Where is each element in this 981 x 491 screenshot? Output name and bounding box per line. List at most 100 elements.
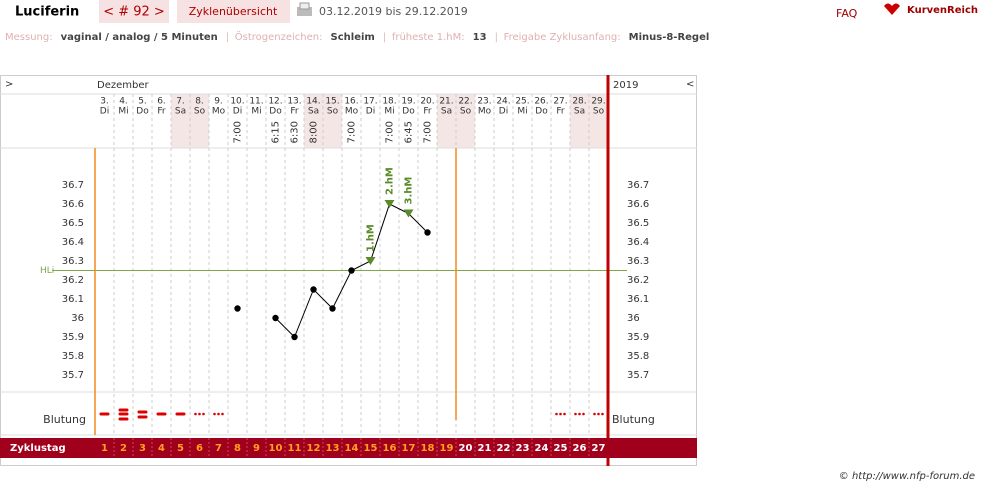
bleeding-dash	[156, 412, 167, 416]
spotting-dot	[559, 412, 562, 416]
info-value: 13	[473, 32, 487, 43]
day-label: 24.	[496, 97, 510, 107]
cycle-day: 6	[196, 443, 203, 454]
day-label: 20.	[420, 97, 434, 107]
day-label: 27.	[553, 97, 567, 107]
weekday-label: Do	[269, 107, 282, 117]
weekday-label: So	[194, 107, 206, 117]
cycle-day: 10	[269, 443, 283, 454]
printer-body[interactable]	[297, 7, 312, 16]
weekend-shade	[456, 94, 475, 148]
logo[interactable]: KurvenReich	[907, 5, 978, 16]
y2-tick-label: 36.6	[627, 199, 649, 210]
weekday-label: Fr	[157, 107, 166, 117]
weekday-label: Do	[535, 107, 548, 117]
temperature-point	[291, 333, 298, 341]
high-marker	[365, 257, 376, 265]
y2-tick-label: 36	[627, 313, 640, 324]
info-label: Freigabe Zyklusanfang:	[504, 32, 621, 43]
day-label: 11.	[249, 97, 263, 107]
cycle-nav[interactable]: < # 92 >	[103, 5, 165, 20]
weekday-label: Sa	[308, 107, 319, 117]
info-value: vaginal / analog / 5 Minuten	[61, 32, 218, 43]
temperature-point	[272, 314, 279, 322]
day-label: 18.	[382, 97, 396, 107]
info-label: Messung:	[5, 32, 53, 43]
cycle-day: 23	[516, 443, 530, 454]
high-label: 2.hM	[385, 167, 396, 195]
day-label: 3.	[100, 97, 109, 107]
weekday-label: Mi	[118, 107, 128, 117]
time-label: 7:00	[233, 121, 244, 143]
temperature-point	[348, 267, 355, 274]
day-label: 7.	[176, 97, 185, 107]
bleeding-dash	[118, 417, 129, 421]
cycle-day: 4	[158, 443, 165, 454]
print-icon[interactable]	[297, 2, 312, 16]
cycle-box[interactable]	[99, 0, 169, 23]
y2-tick-label: 36.1	[627, 294, 649, 305]
y2-tick-label: 35.9	[627, 332, 649, 343]
year-label: 2019	[613, 80, 638, 91]
user-name: Luciferin	[15, 5, 79, 20]
y-tick-label: 36.3	[62, 256, 84, 267]
info-value: Schleim	[331, 32, 375, 43]
weekday-label: Di	[100, 107, 109, 117]
cycle-day: 9	[253, 443, 260, 454]
y-tick-label: 36.7	[62, 180, 84, 191]
bleeding-dash	[118, 408, 129, 412]
chart: > <Dezember 20193.Di4.Mi5.Do6.Fr7.Sa8.So9.…	[0, 75, 697, 466]
info-value: Minus-8-Regel	[629, 32, 710, 43]
day-label: 28.	[572, 97, 586, 107]
overview-link[interactable]: Zyklenübersicht	[189, 5, 278, 18]
day-label: 29.	[591, 97, 605, 107]
bleeding-dash	[175, 412, 186, 416]
cycle-day: 11	[288, 443, 302, 454]
spotting-dot	[221, 412, 224, 416]
spotting-dot	[194, 412, 197, 416]
overview-box[interactable]	[177, 0, 290, 23]
weekend-shade	[304, 94, 323, 148]
time-label: 8:00	[309, 121, 320, 143]
weekday-label: So	[593, 107, 605, 117]
copyright: © http://www.nfp-forum.de	[839, 471, 975, 482]
day-label: 14.	[306, 97, 320, 107]
y2-tick-label: 36.3	[627, 256, 649, 267]
bleeding-dash	[118, 412, 129, 416]
cycle-day: 1	[101, 443, 108, 454]
spotting-dot	[555, 412, 558, 416]
time-label: 7:00	[385, 121, 396, 143]
y2-tick-label: 36.5	[627, 218, 649, 229]
weekday-label: Sa	[175, 107, 186, 117]
y-tick-label: 36	[71, 313, 84, 324]
day-label: 16.	[344, 97, 358, 107]
cycle-day: 3	[139, 443, 146, 454]
weekday-label: Mi	[251, 107, 261, 117]
weekday-label: Sa	[441, 107, 452, 117]
separator: |	[383, 32, 386, 43]
spotting-dot	[574, 412, 577, 416]
cycle-day: 25	[554, 443, 568, 454]
y-tick-label: 35.9	[62, 332, 84, 343]
weekday-label: Do	[402, 107, 415, 117]
cycle-day: 20	[459, 443, 473, 454]
printer-paper[interactable]	[299, 2, 310, 10]
separator: |	[226, 32, 229, 43]
cycle-day: 22	[497, 443, 511, 454]
month-label: Dezember	[97, 80, 149, 91]
day-label: 13.	[287, 97, 301, 107]
day-label: 25.	[515, 97, 529, 107]
high-label: 3.hM	[404, 177, 415, 205]
cycle-day: 17	[402, 443, 416, 454]
spotting-dot	[593, 412, 596, 416]
faq-link[interactable]: FAQ	[836, 7, 858, 20]
logo-icon	[884, 3, 900, 15]
spotting-dot	[563, 412, 566, 416]
weekend-shade	[437, 94, 456, 148]
weekend-shade	[323, 94, 342, 148]
cycle-day: 2	[120, 443, 127, 454]
bleeding-dash	[137, 410, 148, 414]
weekday-label: So	[460, 107, 472, 117]
day-label: 12.	[268, 97, 282, 107]
